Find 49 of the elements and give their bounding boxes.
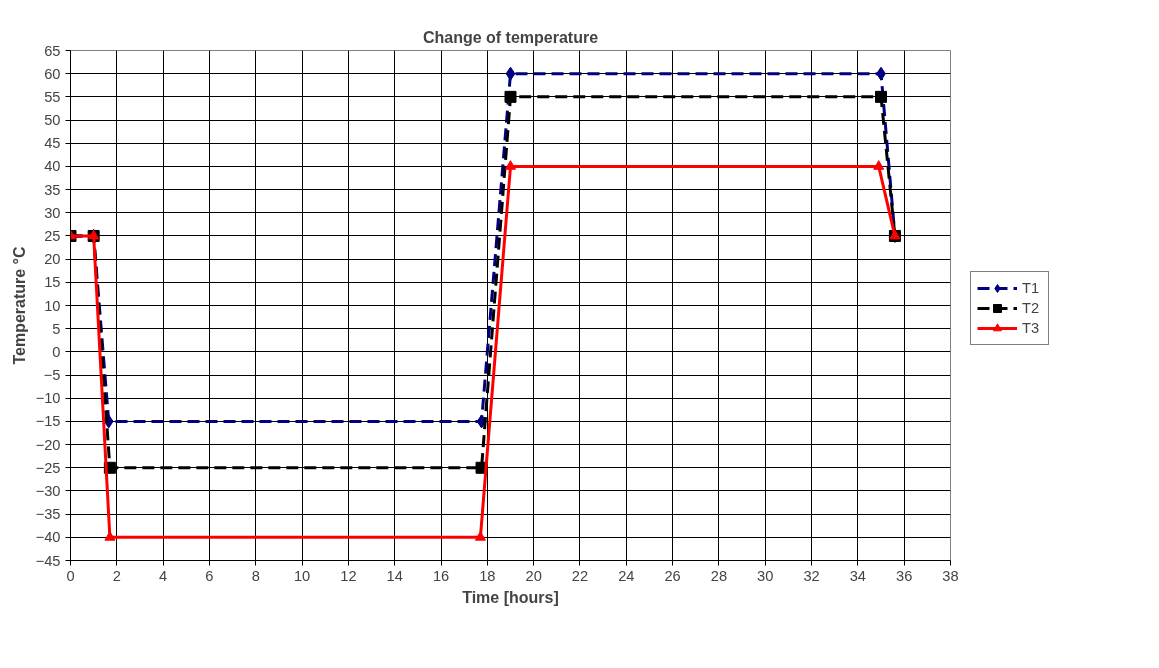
x-tick-label: 26 [664,567,681,584]
x-tick-label: 12 [340,567,357,584]
y-tick-label: −35 [35,506,61,523]
y-tick-label: −45 [35,552,61,569]
y-tick-label: −30 [35,482,61,499]
x-tick-label: 2 [112,567,121,584]
y-tick-label: −40 [35,529,61,546]
y-tick-label: 0 [52,343,61,360]
x-tick-label: 10 [293,567,311,584]
y-tick-label: 60 [44,65,61,82]
x-tick-label: 18 [479,567,496,584]
y-tick-label: 20 [44,251,61,268]
x-tick-label: 20 [525,567,542,584]
x-tick-label: 6 [205,567,214,584]
x-tick-label: 24 [618,567,635,584]
y-tick-label: 15 [44,274,61,291]
x-tick-label: 22 [571,567,589,584]
y-tick-label: 5 [52,320,61,337]
x-tick-label: 30 [757,567,774,584]
x-tick-label: 8 [251,567,260,584]
x-tick-label: 28 [710,567,728,584]
x-tick-label: 38 [942,567,959,584]
y-tick-label: 25 [44,227,61,244]
y-tick-label: −25 [35,459,61,476]
y-tick-label: −20 [35,436,61,453]
y-tick-label: 30 [44,204,61,221]
y-axis-title: Temperature °C [10,245,28,365]
y-tick-label: 10 [44,297,61,314]
y-tick-label: 45 [44,135,61,152]
y-tick-label: −15 [35,413,61,430]
y-tick-label: −5 [43,367,61,384]
x-tick-label: 16 [432,567,450,584]
x-tick-label: 4 [159,567,168,584]
x-tick-label: 32 [803,567,820,584]
y-tick-label: 55 [44,88,61,105]
chart-title: Change of temperature [422,28,599,46]
y-tick-label: 65 [44,42,61,59]
x-tick-label: 34 [849,567,867,584]
x-tick-label: 0 [66,567,75,584]
y-tick-label: −10 [35,390,61,407]
y-tick-label: 35 [44,181,61,198]
legend-label: T1 [1022,280,1041,296]
x-tick-label: 36 [896,567,913,584]
x-tick-label: 14 [386,567,403,584]
y-tick-label: 40 [44,158,61,175]
x-axis-title: Time [hours] [462,588,559,606]
legend-label: T2 [1022,300,1041,316]
legend-label: T3 [1022,320,1041,336]
y-tick-label: 50 [44,112,61,129]
